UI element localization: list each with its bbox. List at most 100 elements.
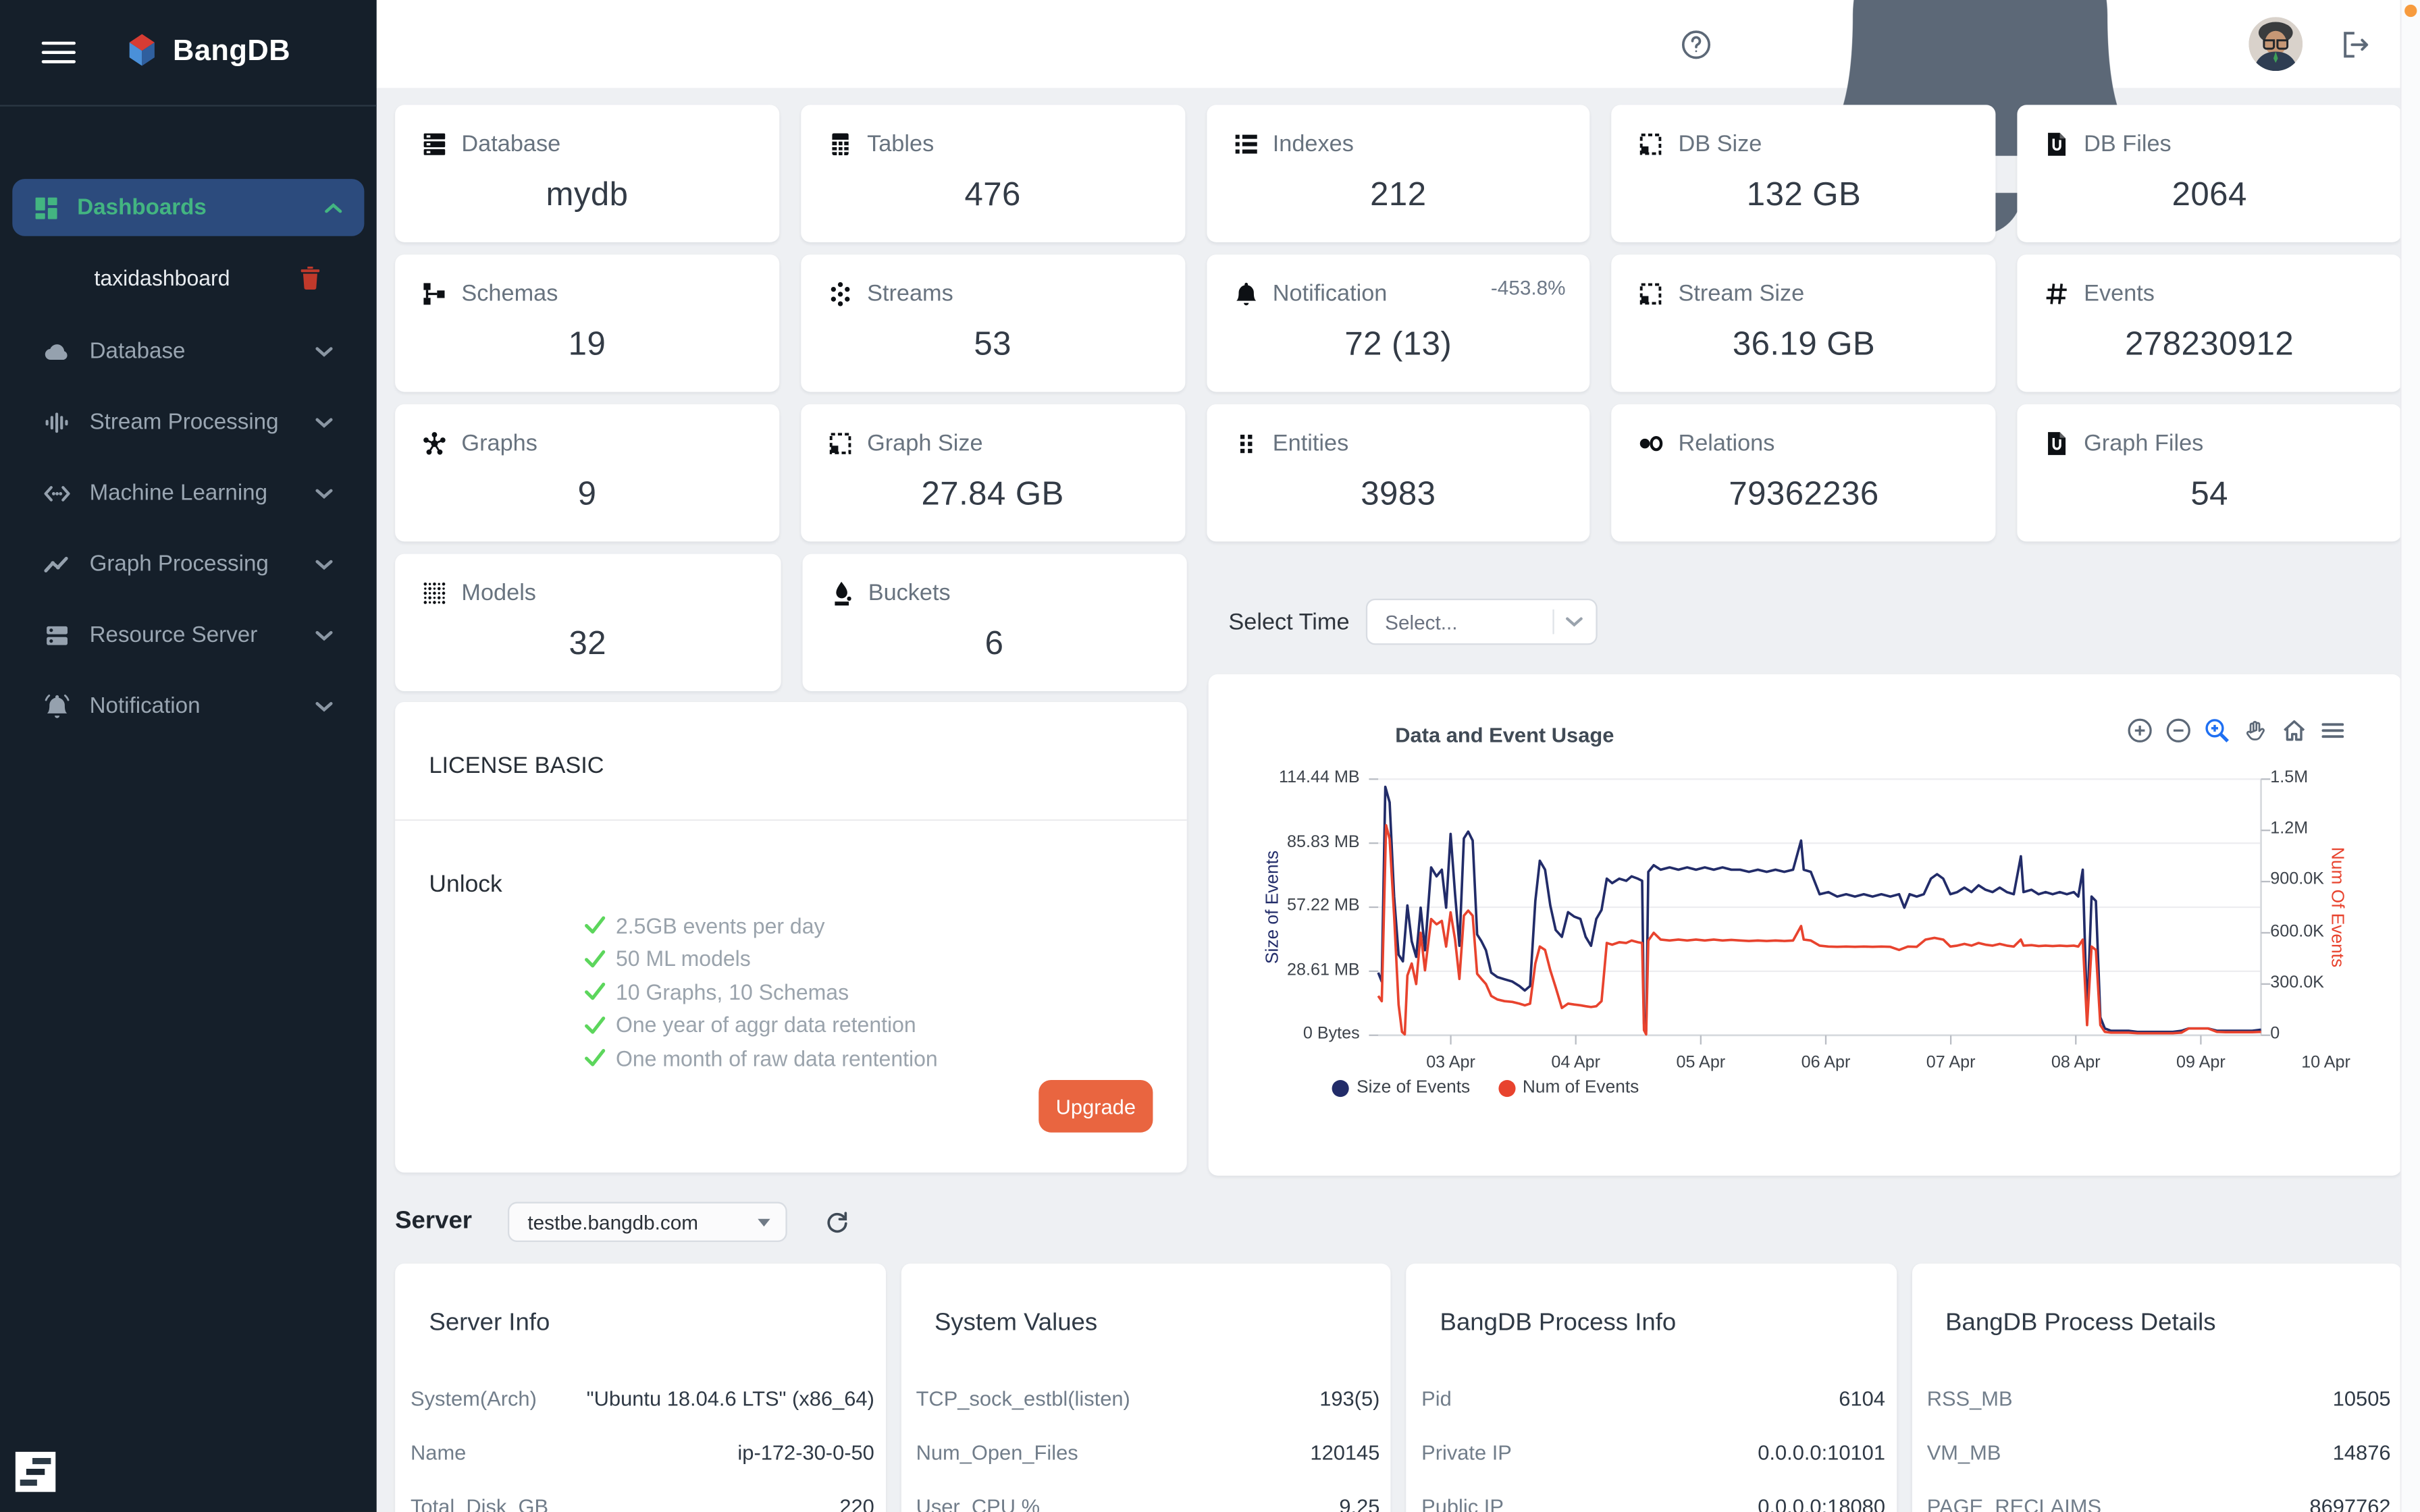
chevron-up-icon <box>324 194 342 221</box>
license-feature-item: 2.5GB events per day <box>583 909 938 942</box>
series-size-of-events <box>1377 785 2261 1033</box>
relation-icon <box>1638 431 1664 457</box>
x-axis-tick-labels: 03 Apr 04 Apr 05 Apr 06 Apr 07 Apr 08 Apr 09 A… <box>1378 1054 2366 1075</box>
row-label: Public IP <box>1421 1494 1504 1512</box>
size-icon <box>1638 131 1664 157</box>
menu-lines-icon[interactable] <box>2319 718 2346 744</box>
legend-item-size-of-events[interactable]: Size of Events <box>1332 1079 1470 1097</box>
stat-cards-grid: Database mydb Tables 476 Indexes 212 DB … <box>395 105 2402 542</box>
row-label: TCP_sock_estbl(listen) <box>916 1386 1130 1411</box>
zoom-in-icon[interactable] <box>2127 718 2153 744</box>
sidebar-item-notification[interactable]: Notification <box>0 671 377 742</box>
server-select-dropdown[interactable]: testbe.bangdb.com <box>507 1202 787 1242</box>
chart-title: Data and Event Usage <box>1395 723 1614 747</box>
brand-logo: BangDB <box>122 32 290 72</box>
delete-dashboard-icon[interactable] <box>299 265 321 290</box>
stat-card-value: mydb <box>546 176 629 213</box>
server-card-row: RSS_MB 10505 <box>1912 1372 2402 1426</box>
schema-icon <box>421 281 448 307</box>
stat-card-entities: Entities 3983 <box>1206 404 1591 542</box>
x-axis-tick: 03 Apr <box>1426 1054 1475 1073</box>
license-feature-text: 50 ML models <box>615 946 751 971</box>
stat-card-label: Models <box>461 580 536 607</box>
chevron-down-icon <box>1566 608 1584 636</box>
stat-card-label: Streams <box>867 280 953 307</box>
page-scrollbar[interactable] <box>2400 0 2420 1512</box>
stat-card-label: Events <box>2084 280 2155 307</box>
equalizer-icon <box>43 409 71 437</box>
legend-label: Num of Events <box>1522 1078 1639 1098</box>
content-scroll-area[interactable]: Database mydb Tables 476 Indexes 212 DB … <box>377 88 2420 1512</box>
logout-icon[interactable] <box>2340 28 2371 59</box>
sidebar-item-database[interactable]: Database <box>0 317 377 387</box>
grid-dots-icon <box>1232 431 1259 457</box>
user-avatar[interactable] <box>2248 17 2303 72</box>
card-bangdb-process-details: BangDB Process Details RSS_MB 10505 VM_M… <box>1911 1263 2402 1512</box>
y-left-tick: 57.22 MB <box>1287 896 1360 915</box>
dashboard-icon <box>34 195 59 220</box>
recording-indicator-dot <box>2404 4 2417 18</box>
box-zoom-icon[interactable] <box>2204 718 2230 744</box>
sidebar-nav: Database Stream Processing Machine Learn… <box>0 317 377 742</box>
line-chart-plot[interactable] <box>1369 778 2271 1045</box>
row-value: 8697762 <box>2309 1494 2391 1512</box>
row-value: 120145 <box>1310 1440 1380 1465</box>
topbar: 10 <box>376 0 2420 235</box>
stat-card-value: 2064 <box>2172 176 2247 213</box>
stat-card-label: Graph Size <box>867 430 983 457</box>
sidebar-item-label: Database <box>89 339 186 364</box>
time-select-dropdown[interactable]: Select... <box>1366 598 1598 645</box>
right-zone: Select Time Select... Data and Event Usa… <box>1208 554 2402 1176</box>
size-icon <box>1638 281 1664 307</box>
refresh-icon[interactable] <box>824 1209 850 1235</box>
row-label: Pid <box>1421 1386 1452 1411</box>
y-left-tick: 0 Bytes <box>1303 1024 1360 1044</box>
row-value: 14876 <box>2332 1440 2391 1465</box>
bell-icon <box>43 693 71 720</box>
sidebar-item-graph-processing[interactable]: Graph Processing <box>0 529 377 600</box>
stat-card-label: Entities <box>1272 430 1349 457</box>
sidebar-item-taxidashboard[interactable]: taxidashboard <box>0 252 377 304</box>
brand-name: BangDB <box>172 35 291 68</box>
stat-card-buckets: Buckets 6 <box>801 554 1187 691</box>
row-value: 0.0.0.0:18080 <box>1758 1494 1885 1512</box>
home-icon[interactable] <box>2281 718 2307 744</box>
y-left-tick: 85.83 MB <box>1287 832 1360 851</box>
stat-card-label: Notification <box>1272 280 1388 307</box>
stat-cards-grid-secondary: Models 32 Buckets 6 <box>395 554 1187 691</box>
zoom-out-icon[interactable] <box>2165 718 2192 744</box>
stat-card-graphs: Graphs 9 <box>395 404 779 542</box>
row-value: 10505 <box>2332 1386 2391 1411</box>
row-label: Total_Disk_GB <box>410 1494 549 1512</box>
stat-card-events: Events 278230912 <box>2017 254 2402 392</box>
row-label: Private IP <box>1421 1440 1512 1465</box>
x-axis-tick: 07 Apr <box>1926 1054 1976 1073</box>
license-features-list: 2.5GB events per day 50 ML models 10 Gra… <box>583 909 938 1075</box>
list-icon <box>1232 131 1259 157</box>
upgrade-button[interactable]: Upgrade <box>1038 1079 1153 1133</box>
hamburger-menu-icon[interactable] <box>41 36 76 69</box>
y-right-tick: 0 <box>2270 1024 2280 1044</box>
row-value: 220 <box>839 1494 874 1512</box>
chevron-down-icon <box>315 622 333 649</box>
row-label: User_CPU % <box>916 1494 1041 1512</box>
pan-icon[interactable] <box>2242 718 2269 744</box>
sidebar-item-machine-learning[interactable]: Machine Learning <box>0 458 377 529</box>
server-card-row: Public IP 0.0.0.0:18080 <box>1406 1480 1896 1512</box>
sidebar-item-dashboards[interactable]: Dashboards <box>12 179 365 236</box>
chevron-down-icon <box>315 480 333 508</box>
help-icon[interactable] <box>1681 28 1712 59</box>
graph-icon <box>421 431 448 457</box>
check-icon <box>583 947 606 970</box>
stat-card-label: DB Files <box>2084 131 2172 158</box>
time-filter-row: Select Time Select... <box>1209 598 2402 645</box>
stat-card-stream-size: Stream Size 36.19 GB <box>1612 254 1996 392</box>
stat-card-tables: Tables 476 <box>800 105 1185 242</box>
legend-item-num-of-events[interactable]: Num of Events <box>1498 1079 1639 1097</box>
left-zone: Models 32 Buckets 6 LICENSE BASIC Unlock… <box>395 554 1187 1176</box>
sidebar-item-stream-processing[interactable]: Stream Processing <box>0 387 377 458</box>
sidebar-item-resource-server[interactable]: Resource Server <box>0 600 377 671</box>
y-right-tick-labels: 1.5M 1.2M 900.0K 600.0K 300.0K 0 <box>2270 768 2363 1043</box>
bucket-icon <box>828 580 854 606</box>
